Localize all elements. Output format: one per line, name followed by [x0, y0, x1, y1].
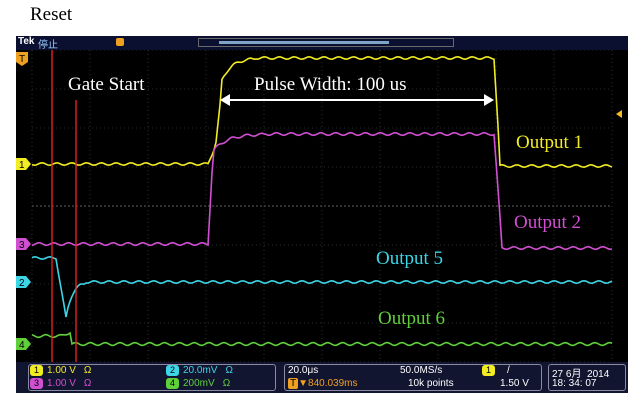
timebase-scale[interactable]: 20.0μs — [288, 365, 319, 376]
trigger-source-badge: 1 — [482, 365, 495, 376]
brand-logo: Tek — [18, 36, 35, 47]
output-2-trace — [31, 131, 613, 251]
trigger-slope-icon: / — [507, 365, 510, 376]
output-5-label: Output 5 — [376, 248, 444, 269]
scope-top-bar: Tek 停止 — [16, 36, 628, 51]
ch3-scale: 1.00 V — [47, 378, 76, 389]
output-5-trace — [31, 255, 613, 318]
output-6-trace — [31, 331, 613, 347]
ch4-ohm-icon: Ω — [222, 378, 231, 389]
ch4-badge: 4 — [166, 378, 179, 389]
year-value: 2014 — [587, 369, 610, 380]
record-view-window — [219, 41, 389, 44]
output-6-label: Output 6 — [378, 308, 446, 329]
oscilloscope-display: Tek 停止 1 3 2 4 T Gate Start Pulse Width: 100… — [16, 36, 628, 393]
trigger-level[interactable]: 1.50 V — [500, 378, 529, 389]
pulse-width-arrowhead-right — [484, 94, 494, 106]
trigger-level-arrow — [616, 110, 622, 118]
ch3-ohm-icon: Ω — [83, 378, 92, 389]
trigger-marker — [16, 52, 28, 66]
run-state-indicator: 停止 — [38, 40, 58, 51]
ch3-marker — [16, 238, 31, 250]
ch1-badge: 1 — [30, 365, 43, 376]
horizontal-settings-box — [284, 364, 542, 391]
timebase-position[interactable]: T ▼840.039ms — [288, 378, 357, 389]
gate-start-label: Gate Start — [68, 74, 145, 95]
time-readout: 18: 34: 07 — [552, 378, 597, 389]
output-1-label: Output 1 — [516, 132, 584, 153]
trigger-position-icon — [116, 38, 124, 46]
ch3-marker-text: 3 — [19, 240, 25, 251]
ch2-badge: 2 — [166, 365, 179, 376]
date-value: 27 6月 — [552, 369, 582, 380]
ch1-marker — [16, 158, 31, 170]
ch3-badge: 3 — [30, 378, 43, 389]
output-2-label: Output 2 — [514, 212, 582, 233]
waveform-plot: 1 3 2 4 T — [16, 50, 622, 362]
ch2-marker — [16, 276, 31, 288]
reset-caption: Reset — [30, 4, 73, 25]
pulse-width-arrowhead-left — [220, 94, 230, 106]
date-readout: 27 6月 2014 — [552, 365, 609, 380]
ch3-readout[interactable]: 3 1.00 V Ω — [30, 378, 91, 389]
ch1-scale: 1.00 V — [47, 365, 76, 376]
trigger-source[interactable]: 1/ — [482, 365, 510, 376]
ch4-scale: 200mV — [183, 378, 215, 389]
vertical-settings-box — [28, 364, 276, 391]
ch1-marker-text: 1 — [19, 160, 25, 171]
ch4-marker — [16, 338, 31, 350]
ch4-readout[interactable]: 4 200mV Ω — [166, 378, 230, 389]
ch2-readout[interactable]: 2 20.0mV Ω — [166, 365, 233, 376]
record-view-bar — [198, 38, 454, 47]
ch4-marker-text: 4 — [19, 340, 25, 351]
ch1-ohm-icon: Ω — [83, 365, 92, 376]
ch1-readout[interactable]: 1 1.00 V Ω — [30, 365, 91, 376]
output-1-trace — [31, 55, 613, 169]
trigger-t-icon: T — [288, 378, 299, 389]
pulse-width-label: Pulse Width: 100 us — [254, 74, 407, 95]
datetime-box — [548, 364, 626, 391]
sample-rate: 50.0MS/s — [400, 365, 443, 376]
trigger-marker-text: T — [19, 54, 25, 65]
ch2-marker-text: 2 — [19, 278, 25, 289]
ch2-scale: 20.0mV — [183, 365, 218, 376]
record-length: 10k points — [408, 378, 454, 389]
status-bar: 1 1.00 V Ω 3 1.00 V Ω 2 20.0mV Ω 4 200mV Ω 20.0μ… — [16, 362, 628, 393]
horizontal-position-value: ▼840.039ms — [298, 378, 358, 389]
ch2-ohm-icon: Ω — [225, 365, 233, 376]
